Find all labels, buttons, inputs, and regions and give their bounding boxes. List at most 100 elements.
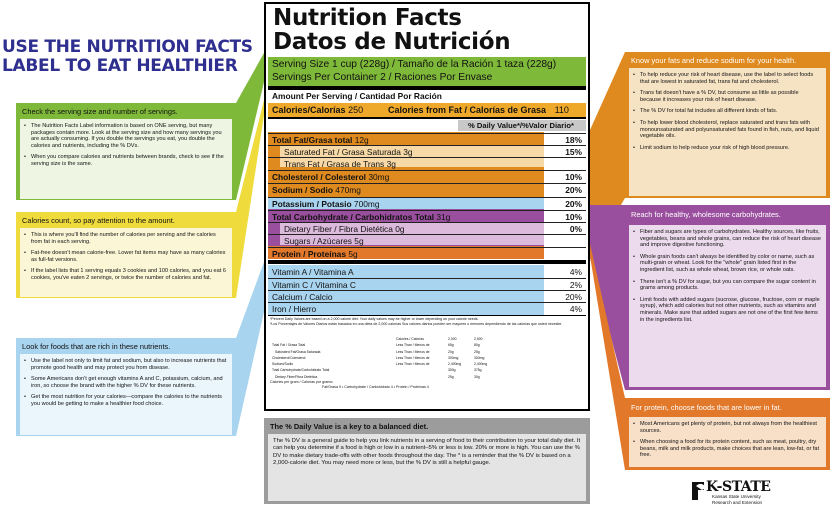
thick-rule-2: [268, 260, 586, 264]
nutrient-amount: 0g: [395, 224, 405, 234]
thin-rule: [268, 315, 586, 316]
daily-value-heading: The % Daily Value is a key to a balanced…: [270, 422, 429, 431]
dv-header: % Daily Value*/%Valor Diario*: [458, 120, 586, 131]
fats-bullet: To help lower blood cholesterol, replace…: [633, 120, 821, 140]
page-title: USE THE NUTRITION FACTS LABEL TO EAT HEA…: [2, 37, 253, 76]
nutrients-bullet: Get the most nutrition for your calories…: [24, 394, 227, 407]
nutrient-pct: 10%: [565, 172, 582, 182]
nutrient-amount: 30mg: [368, 172, 390, 182]
nutrient-name: Potassium / Potasio: [272, 199, 352, 209]
logo-sub2: Research and Extension: [712, 499, 763, 505]
medium-rule: [268, 117, 586, 119]
nutrient-amount: 5g: [354, 236, 364, 246]
purple-wedge: [590, 205, 625, 390]
table-row: Total Carbohydrate/Carbohidrato Total 300…: [272, 368, 482, 373]
table-row: Cholesterol/Colesterol Less Than / Menos …: [272, 355, 485, 360]
nutrient-pct: 10%: [565, 212, 582, 222]
fats-bullet: The % DV for total fat includes all diff…: [633, 108, 821, 115]
serving-size-box: Check the serving size and number of ser…: [16, 103, 236, 200]
nutrients-bullet: Some Americans don't get enough vitamins…: [24, 376, 227, 389]
calories-box: Calories count, so pay attention to the …: [16, 212, 236, 298]
nutrient-pct: 0%: [569, 224, 582, 234]
calories-bullet: This is where you'll find the number of …: [24, 232, 227, 245]
daily-value-box: The % Daily Value is a key to a balanced…: [264, 418, 590, 504]
vitamin-name: Vitamin A / Vitamina A: [272, 267, 354, 277]
protein-heading: For protein, choose foods that are lower…: [631, 403, 782, 412]
calories-bullet: Fat-free doesn't mean calorie-free. Lowe…: [24, 250, 227, 263]
nutrients-bullet: Use the label not only to limit fat and …: [24, 358, 227, 371]
nutrient-amount: 470mg: [335, 185, 361, 195]
table-row: Total Fat / Grasa Total Less Than / Menos…: [272, 343, 480, 348]
table-row: Saturated Fat/Grasa Saturada Less Than / …: [275, 349, 480, 354]
per-gram-values: Fat/Grasa 9 • Carbohydrate / Carbohidrat…: [322, 385, 429, 389]
table-header-2000: 2,000: [448, 337, 457, 341]
fats-bullet: To help reduce your risk of heart diseas…: [633, 72, 821, 85]
vitamin-row-c: Vitamin C / Vitamina C 2%: [268, 278, 586, 290]
calories-content: This is where you'll find the number of …: [20, 228, 232, 297]
serving-bullet: When you compare calories and nutrients …: [24, 154, 227, 167]
logo-sub1: Kansas State University: [712, 494, 761, 499]
nutrient-amount: 3g: [386, 159, 396, 169]
nutrient-row-total-fat: Total Fat/Grasa total 12g 18%: [268, 133, 586, 145]
protein-box: For protein, choose foods that are lower…: [625, 398, 830, 470]
calories-bullet: If the label lists that 1 serving equals…: [24, 268, 227, 281]
label-title: Nutrition Facts Datos de Nutrición: [273, 6, 511, 55]
carbs-bullet: Whole grain foods can't always be identi…: [633, 254, 821, 274]
nutrition-facts-label: Nutrition Facts Datos de Nutrición Servi…: [264, 2, 590, 411]
vitamin-pct: 4%: [569, 304, 582, 314]
carbs-bullet: Limit foods with added sugars (sucrose, …: [633, 297, 821, 323]
nutrients-heading: Look for foods that are rich in these nu…: [22, 342, 171, 351]
nutrient-name: Trans Fat / Grasa de Trans: [284, 159, 385, 169]
footnote-es: *Los Porcentajes de Valores Diarios está…: [270, 322, 563, 326]
vitamin-name: Calcium / Calcio: [272, 292, 333, 302]
label-title-es: Datos de Nutrición: [273, 29, 511, 55]
sub-inset-2: [280, 222, 544, 245]
vitamin-row-a: Vitamin A / Vitamina A 4%: [268, 266, 586, 278]
servings-per-container: Servings Per Container 2 / Raciones Por …: [272, 71, 493, 83]
nutrient-row-total-carb: Total Carbohydrate / Carbohidratos Total…: [268, 210, 586, 222]
nutrient-row-protein: Protein / Proteínas 5g: [268, 247, 586, 259]
table-row: Sodium/Sodio Less Than / Menos de 2,400mg 2…: [272, 362, 488, 367]
vitamin-name: Vitamin C / Vitamina C: [272, 280, 356, 290]
nutrient-row-fiber: Dietary Fiber / Fibra Dietética 0g 0%: [268, 222, 586, 234]
serving-size: Serving Size 1 cup (228g) / Tamaño de la…: [272, 59, 557, 70]
orange2-wedge: [590, 244, 625, 470]
amount-per-serving: Amount Per Serving / Cantidad Por Ración: [272, 91, 442, 101]
chol-group-bg: [268, 168, 544, 197]
vitamin-pct: 4%: [569, 267, 582, 277]
green-wedge: [236, 53, 264, 200]
protein-bullet: Most Americans get plenty of protein, bu…: [633, 421, 821, 434]
table-row: Dietary Fiber/Fibra Dietética 25g 30g: [275, 374, 480, 379]
nutrient-name: Protein / Proteínas: [272, 249, 346, 259]
serving-size-heading: Check the serving size and number of ser…: [22, 107, 178, 116]
fats-content: To help reduce your risk of heart diseas…: [629, 68, 826, 196]
vitamin-pct: 2%: [569, 280, 582, 290]
table-header-label: Calories / Calorías: [396, 337, 424, 341]
calories-value: 250: [348, 105, 364, 115]
serving-size-content: The Nutrition Facts Label information is…: [20, 119, 232, 199]
calories-fat-value: 110: [554, 105, 569, 115]
nutrient-pct: 20%: [565, 185, 582, 195]
nutrient-amount: 5g: [348, 249, 358, 259]
nutrient-amount: 3g: [403, 147, 413, 157]
blue-wedge: [236, 262, 264, 436]
calories-row: Calories/Calorías 250 Calories from Fat …: [268, 103, 586, 117]
nutrient-pct: 15%: [565, 147, 582, 157]
nutrient-row-trans-fat: Trans Fat / Grasa de Trans 3g: [268, 157, 586, 169]
daily-value-text: The % DV is a general guide to help you …: [268, 434, 586, 501]
fats-bullet: Trans fat doesn't have a % DV, but consu…: [633, 90, 821, 103]
protein-bg: [268, 246, 544, 259]
nutrient-row-potassium: Potassium / Potasio 700mg 20%: [268, 197, 586, 209]
nutrient-name: Cholesterol / Colesterol: [272, 172, 367, 182]
dv-header-row: % Daily Value*/%Valor Diario*: [268, 120, 586, 131]
nutrient-pct: 18%: [565, 135, 582, 145]
nutrient-row-cholesterol: Cholesterol / Colesterol 30mg 10%: [268, 170, 586, 182]
nutrient-name: Total Carbohydrate / Carbohidratos Total: [272, 212, 435, 222]
nutrient-name: Saturated Fat / Grasa Saturada: [284, 147, 401, 157]
vitamin-name: Iron / Hierro: [272, 304, 317, 314]
carbs-box: Reach for healthy, wholesome carbohydrat…: [625, 205, 830, 390]
fats-box: Know your fats and reduce sodium for you…: [625, 52, 830, 198]
nutrient-name: Dietary Fiber / Fibra Dietética: [284, 224, 393, 234]
fats-bullet: Limit sodium to help reduce your risk of…: [633, 145, 821, 152]
footnote-en: *Percent Daily Values are based on a 2,0…: [270, 317, 479, 321]
